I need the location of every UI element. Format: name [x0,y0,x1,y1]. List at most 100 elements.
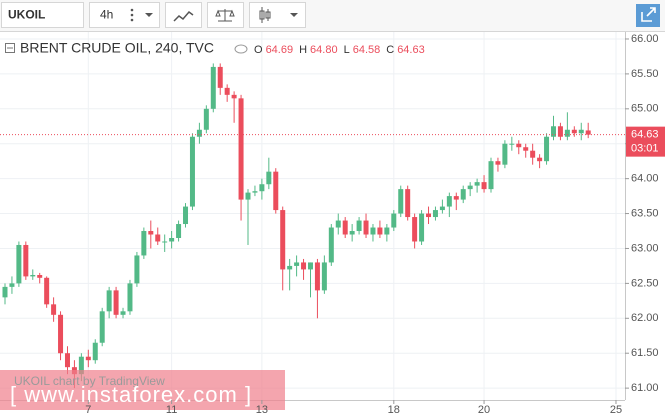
candle-body [467,185,473,190]
candle-body [432,210,438,218]
candle-body [398,189,404,214]
candle-body [224,87,230,95]
candle-body [474,182,480,186]
ohlc-letter: C [386,44,394,56]
compare-icon [215,9,235,22]
candle-body [557,126,563,137]
candle-body [78,356,84,375]
candle-body [189,136,195,207]
x-tick-label: 13 [256,404,268,416]
candle-body [120,311,126,315]
candle-body [162,241,168,243]
ohlc-value: 64.58 [353,44,381,56]
candle-body [2,286,8,298]
banner-text: [ www.instaforex.com ] [10,382,252,407]
candle-body [377,227,383,235]
candle-body [294,262,300,266]
y-tick-label: 65.50 [631,68,659,80]
y-tick-label: 66.00 [631,33,659,45]
candle-body [259,184,265,192]
eye-icon [234,44,248,54]
candle-body [516,143,522,148]
y-tick-label: 63.00 [631,242,659,254]
candle-body [439,206,445,211]
candle-body [537,157,543,162]
candle-body [321,262,327,291]
candle-body [148,231,154,235]
candle-body [453,196,459,200]
candle-body [106,290,112,312]
candle-body [203,108,209,130]
dropdown [145,13,153,17]
x-tick-label: 25 [610,404,622,416]
popout-icon [641,7,656,22]
candle-body [210,66,216,109]
candle-body [92,342,98,361]
y-tick-label: 61.50 [631,347,659,359]
candle-body [412,217,418,242]
candle-body [419,213,425,242]
candle-body [280,210,286,270]
menu-dots [130,8,134,22]
chart-type-button[interactable] [249,2,306,28]
candle-body [287,265,293,270]
ohlc-letter: H [299,44,307,56]
y-tick-label: 62.00 [631,312,659,324]
candle-body [51,304,57,315]
candle-body [183,206,189,225]
candle-body [113,290,119,315]
candle-body [446,196,452,207]
x-tick-label: 11 [166,404,177,416]
candle-body [134,255,140,284]
symbol-box[interactable] [1,2,84,28]
candle-body [141,231,147,256]
price-label-box [626,126,665,157]
candle-body [252,191,258,193]
candle-body [481,182,487,190]
candle-body [245,192,251,200]
y-tick-label: 65.00 [631,103,659,115]
candle-body [266,171,272,185]
candle-body [488,161,494,190]
candle-body [405,189,411,218]
candle-body [550,126,556,137]
candle-body [23,244,29,277]
candle-body [58,314,64,354]
candle-body [9,283,15,287]
indicators-button[interactable] [165,2,202,28]
collapse-icon [5,43,15,53]
candle-body [176,224,182,238]
banner-box [0,370,285,410]
candle-body [127,283,133,312]
candle-body [391,213,397,228]
candle-body [585,130,591,135]
y-tick-label: 64.00 [631,173,659,185]
candle-body [502,143,508,165]
price-label: 64.63 [631,129,659,141]
candle-body [564,129,570,137]
candle-body [370,227,376,235]
candle-body [544,136,550,162]
candle-body [384,227,390,235]
candle-body [273,171,279,211]
candle-body [578,129,584,134]
candle-body [217,66,223,88]
candle-body [349,231,355,235]
candle-body [44,277,50,305]
y-tick-label: 62.50 [631,277,659,289]
symbol: UKOIL [8,8,45,22]
candle-body [314,262,320,291]
candle-body [85,356,91,361]
candle-body [64,353,70,368]
ohlc-letter: O [254,44,263,56]
candle-body [530,150,536,158]
x-tick-label: 18 [388,404,400,416]
ohlc-letter: L [344,44,350,56]
interval: 4h [100,8,113,22]
chart-title: BRENT CRUDE OIL, 240, TVC [20,40,214,56]
indicators-icon [173,10,194,22]
ohlc-value: 64.80 [310,44,338,56]
candle-body [342,220,348,235]
